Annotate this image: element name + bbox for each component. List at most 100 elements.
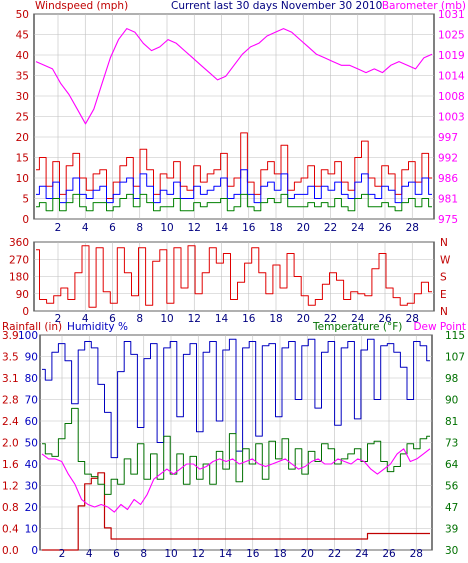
rain-tick-9: 3.5 (2, 352, 19, 364)
chart-frames (33, 13, 435, 551)
temp-tick-7: 90 (445, 395, 458, 407)
baro-tick-9: 1025 (438, 30, 465, 42)
windspeed-label: Windspeed (mph) (35, 0, 128, 12)
x-tick-bot-4: 10 (164, 548, 177, 559)
wind-direction-series (36, 245, 432, 308)
x-tick-bot-8: 18 (273, 548, 286, 559)
temp-tick-10: 115 (445, 330, 465, 342)
wind-tick-3: 15 (16, 153, 29, 165)
baro-tick-1: 981 (438, 194, 458, 206)
temp-tick-5: 73 (445, 438, 458, 450)
hum-tick-3: 30 (25, 481, 38, 493)
x-tick-mid-13: 28 (406, 313, 419, 325)
wind-tick-0: 0 (22, 214, 29, 226)
rain-tick-7: 2.8 (2, 395, 19, 407)
baro-tick-10: 1031 (438, 9, 465, 21)
dir-compass-2: S (440, 272, 447, 284)
baro-tick-7: 1014 (438, 71, 465, 83)
baro-tick-6: 1008 (438, 91, 465, 103)
x-tick-bot-9: 20 (301, 548, 314, 559)
dir-tick-3: 270 (9, 254, 29, 266)
wind-tick-9: 45 (16, 30, 29, 42)
dewpoint-series (41, 448, 431, 513)
temp-tick-3: 56 (445, 481, 459, 493)
hum-tick-9: 90 (25, 352, 38, 364)
x-tick-bot-2: 6 (113, 548, 120, 559)
x-tick-mid-1: 4 (82, 313, 89, 325)
rain-tick-4: 1.6 (2, 459, 19, 471)
hum-tick-2: 20 (25, 502, 38, 514)
x-tick-bot-10: 22 (328, 548, 341, 559)
baro-tick-4: 997 (438, 132, 458, 144)
x-tick-mid-6: 14 (215, 313, 229, 325)
rain-tick-10: 3.9 (2, 330, 19, 342)
x-tick-mid-11: 24 (351, 313, 365, 325)
x-tick-mid-9: 20 (297, 313, 310, 325)
barometer-label: Barometer (mb) (382, 0, 466, 12)
x-tick-bot-6: 14 (219, 548, 233, 559)
temp-tick-1: 39 (445, 524, 458, 536)
baro-tick-2: 986 (438, 173, 458, 185)
temp-tick-0: 30 (445, 545, 458, 557)
x-tick-mid-4: 10 (160, 313, 173, 325)
x-tick-bot-12: 26 (382, 548, 396, 559)
wind-tick-2: 10 (16, 173, 29, 185)
chart-grid (34, 13, 434, 551)
temp-tick-4: 64 (445, 459, 459, 471)
x-tick-top-4: 10 (160, 222, 173, 234)
temp-tick-2: 47 (445, 502, 458, 514)
temperature-label: Temperature (°F) (312, 321, 402, 333)
x-tick-mid-0: 2 (55, 313, 62, 325)
hum-tick-8: 80 (25, 373, 38, 385)
rain-tick-2: 0.8 (2, 502, 19, 514)
hum-tick-6: 60 (25, 416, 38, 428)
wind-tick-10: 50 (16, 9, 29, 21)
humidity-series (42, 338, 430, 459)
hum-tick-4: 40 (25, 459, 38, 471)
dir-tick-1: 90 (16, 289, 29, 301)
dir-compass-0: N (440, 306, 448, 318)
x-tick-bot-13: 28 (410, 548, 423, 559)
rainfall-label: Rainfall (in) (2, 321, 62, 333)
x-tick-mid-12: 26 (378, 313, 392, 325)
rain-tick-0: 0.0 (2, 545, 19, 557)
x-tick-mid-7: 16 (242, 313, 256, 325)
x-tick-bot-1: 4 (86, 548, 93, 559)
rainfall-series (42, 472, 430, 551)
wind-tick-1: 5 (22, 194, 29, 206)
x-tick-top-12: 26 (378, 222, 392, 234)
wind-minimum-series (36, 193, 432, 212)
x-tick-bot-5: 12 (192, 548, 205, 559)
rain-tick-1: 0.4 (2, 524, 19, 536)
rain-tick-6: 2.4 (2, 416, 19, 428)
dir-compass-4: N (440, 237, 448, 249)
x-tick-top-5: 12 (188, 222, 201, 234)
x-tick-top-10: 22 (324, 222, 337, 234)
dewpoint-label: Dew Point (413, 321, 466, 333)
x-tick-bot-7: 16 (246, 548, 260, 559)
wind-speed-series (36, 132, 432, 199)
x-tick-bot-0: 2 (59, 548, 66, 559)
chart-title: Current last 30 days November 30 2010 (171, 0, 382, 12)
barometer-series (35, 28, 433, 125)
x-tick-top-8: 18 (269, 222, 282, 234)
x-tick-bot-11: 24 (355, 548, 369, 559)
wind-tick-8: 40 (16, 50, 29, 62)
wind-tick-5: 25 (16, 112, 29, 124)
dir-tick-2: 180 (9, 272, 29, 284)
x-tick-mid-2: 6 (109, 313, 116, 325)
wind-tick-6: 30 (16, 91, 29, 103)
x-tick-top-11: 24 (351, 222, 365, 234)
hum-tick-0: 0 (31, 545, 38, 557)
rain-tick-5: 2.0 (2, 438, 19, 450)
dir-compass-3: W (440, 254, 451, 266)
baro-tick-0: 975 (438, 214, 458, 226)
hum-tick-5: 50 (25, 438, 38, 450)
wind-average-series (36, 169, 432, 204)
x-tick-mid-3: 8 (136, 313, 143, 325)
baro-tick-5: 1003 (438, 112, 465, 124)
x-tick-bot-3: 8 (140, 548, 147, 559)
rain-tick-3: 1.2 (2, 481, 19, 493)
